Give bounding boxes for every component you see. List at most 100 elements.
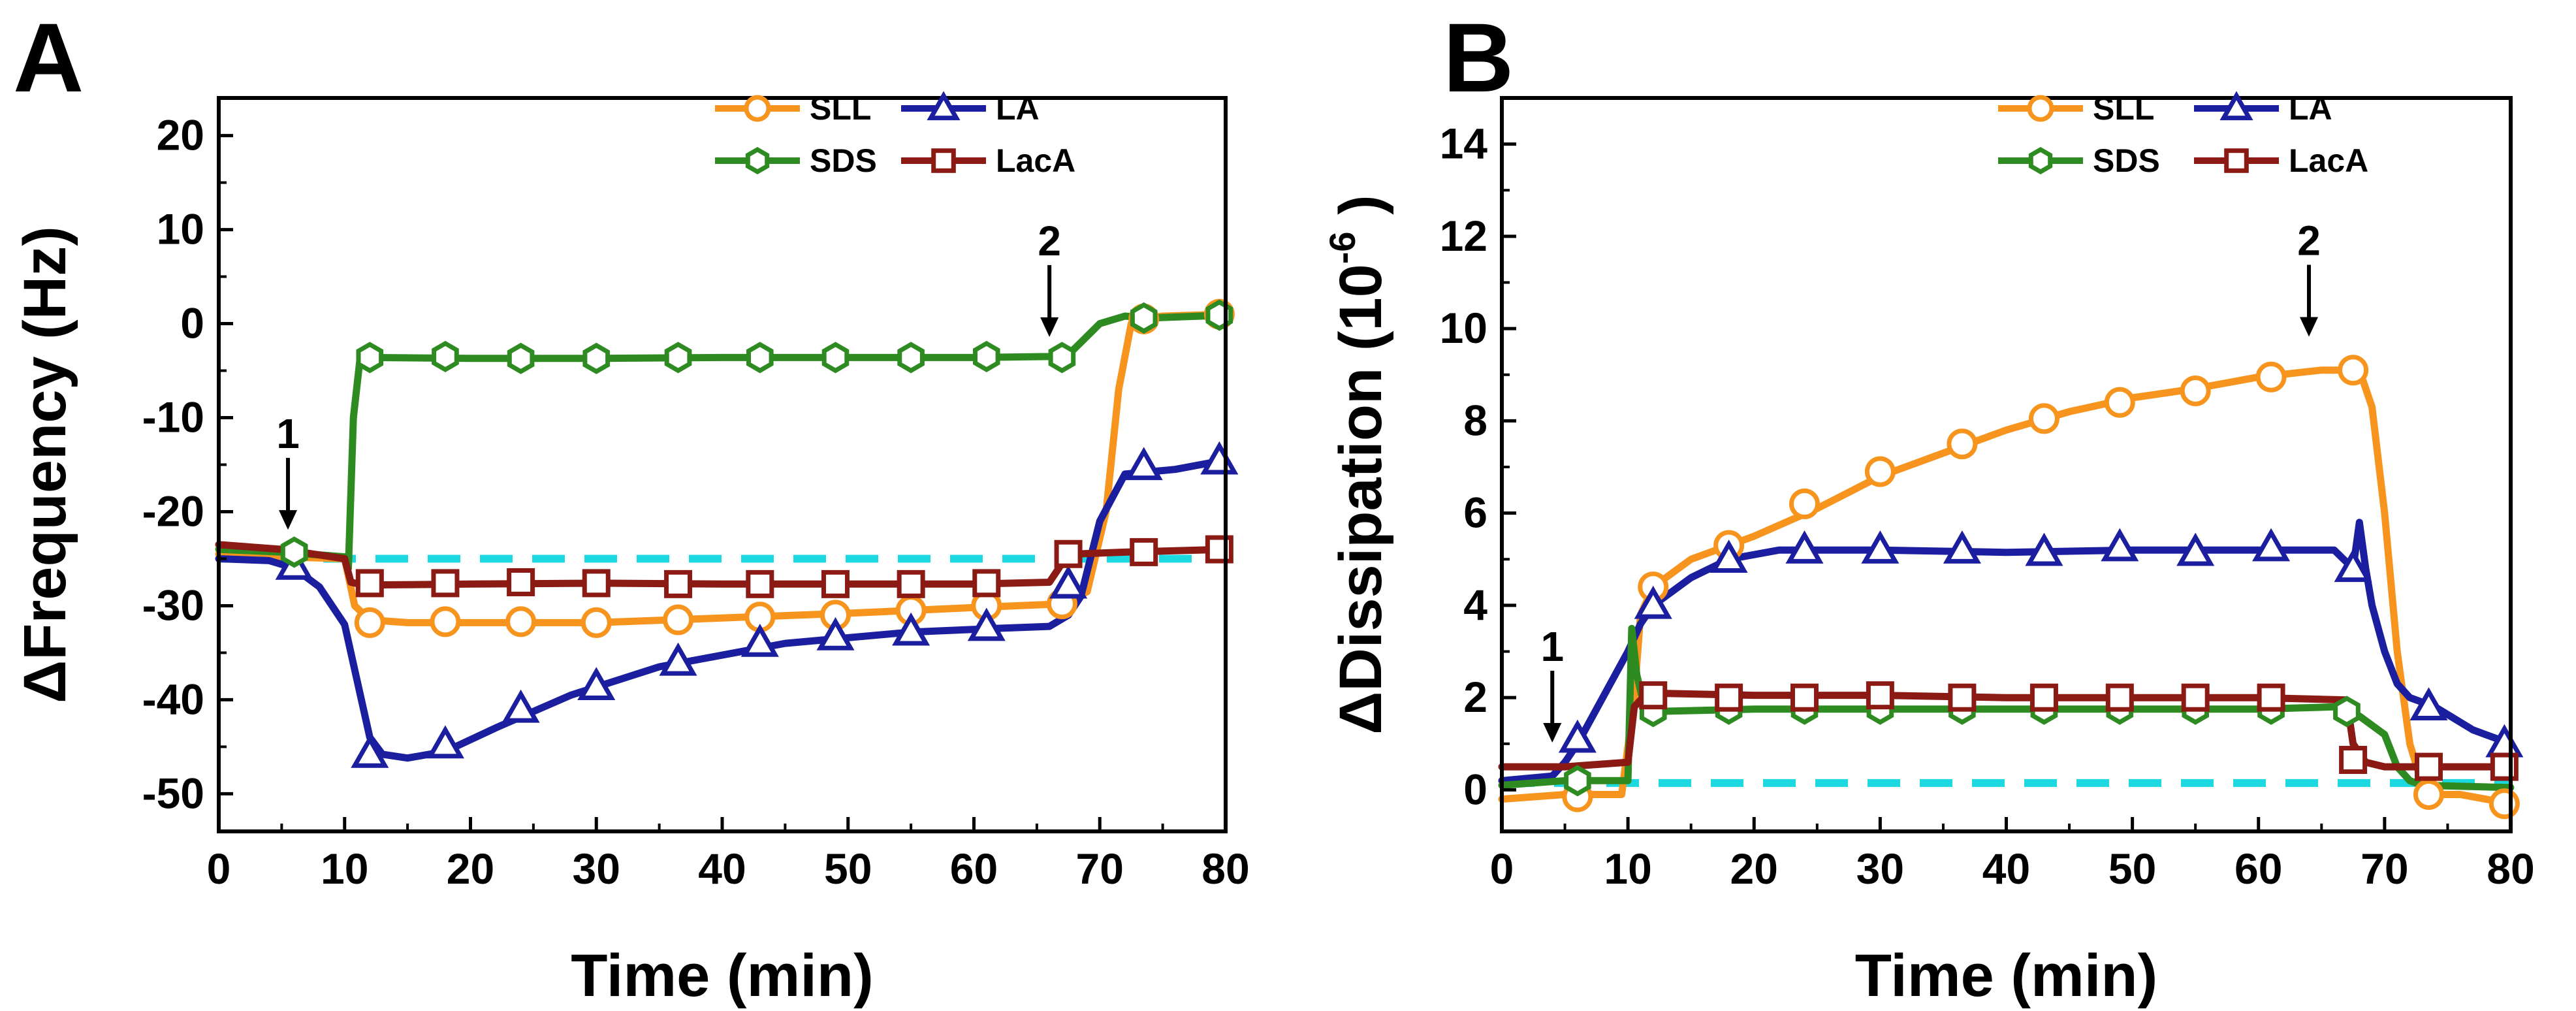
- marker-laca: [355, 569, 384, 598]
- y-tick-label: 6: [1463, 489, 1487, 537]
- marker-sds: [973, 340, 1000, 372]
- x-tick-label: 50: [824, 844, 872, 893]
- marker-la: [1943, 530, 1981, 564]
- marker-laca: [746, 570, 774, 598]
- x-tick-label: 50: [2108, 844, 2156, 893]
- marker-la: [577, 667, 616, 701]
- legend-label: SLL: [810, 90, 871, 127]
- y-tick-label: -50: [142, 769, 204, 817]
- marker-laca: [972, 569, 1001, 598]
- legend-marker-laca: [2224, 148, 2249, 173]
- marker-la: [1558, 719, 1597, 753]
- annotation-label: 1: [276, 410, 300, 457]
- y-axis-title-close: ): [1328, 195, 1394, 231]
- marker-la: [426, 725, 464, 759]
- legend-label: SDS: [810, 142, 877, 179]
- y-tick-label: 8: [1463, 396, 1487, 444]
- legend-label: SDS: [2093, 142, 2160, 179]
- marker-la: [1634, 585, 1672, 619]
- marker-laca: [821, 570, 850, 598]
- marker-laca: [1866, 681, 1894, 710]
- marker-la: [1124, 447, 1163, 481]
- x-tick-label: 80: [2487, 844, 2534, 893]
- y-tick-label: -10: [142, 393, 204, 441]
- series-line-la: [1498, 519, 2515, 784]
- marker-sds: [821, 342, 850, 374]
- marker-sds: [432, 340, 459, 372]
- y-tick-label: 10: [157, 205, 204, 253]
- marker-sll: [354, 607, 385, 638]
- marker-laca: [1790, 683, 1819, 712]
- marker-sll: [505, 606, 537, 637]
- marker-la: [1049, 565, 1088, 599]
- x-tick-label: 60: [950, 844, 998, 893]
- y-tick-label: -40: [142, 675, 204, 723]
- marker-sll: [2255, 361, 2287, 393]
- marker-laca: [1639, 681, 1668, 710]
- marker-sds: [746, 342, 774, 374]
- marker-sds: [280, 536, 308, 568]
- x-axis-title: Time (min): [571, 942, 873, 1009]
- marker-la: [1200, 441, 1239, 475]
- legend-label: SLL: [2093, 90, 2154, 127]
- marker-laca: [2181, 683, 2210, 712]
- marker-la: [351, 734, 389, 768]
- marker-sll: [663, 604, 694, 635]
- marker-la: [2334, 549, 2372, 583]
- legend-label: LacA: [2289, 142, 2368, 179]
- x-tick-label: 20: [447, 844, 494, 893]
- x-tick-label: 70: [1076, 844, 1124, 893]
- panel-letter: A: [13, 3, 84, 112]
- x-tick-label: 60: [2234, 844, 2282, 893]
- marker-laca: [2339, 746, 2368, 775]
- marker-sll: [2028, 403, 2059, 434]
- x-tick-label: 10: [321, 844, 368, 893]
- x-tick-label: 10: [1604, 844, 1651, 893]
- series-line-la: [215, 456, 1230, 762]
- y-tick-label: 0: [1463, 765, 1487, 813]
- annotation-arrowhead: [1543, 723, 1562, 743]
- legend-marker-laca: [931, 148, 956, 173]
- x-tick-label: 20: [1730, 844, 1778, 893]
- y-tick-label: 12: [1440, 212, 1487, 260]
- marker-la: [501, 689, 540, 723]
- marker-la: [2485, 724, 2524, 758]
- marker-la: [2409, 687, 2448, 721]
- legend-marker-sds: [745, 146, 770, 175]
- marker-sds: [2333, 696, 2361, 728]
- marker-sds: [1048, 342, 1076, 374]
- marker-la: [659, 642, 697, 676]
- annotation-label: 1: [1540, 623, 1564, 670]
- marker-sds: [664, 342, 692, 374]
- marker-sll: [1864, 456, 1896, 487]
- y-tick-label: 14: [1440, 120, 1488, 168]
- y-tick-label: 0: [180, 299, 204, 347]
- annotation-label: 2: [2297, 217, 2321, 265]
- marker-sll: [580, 607, 612, 638]
- marker-sds: [1564, 765, 1591, 797]
- y-tick-label: 4: [1463, 581, 1487, 629]
- marker-laca: [1054, 539, 1083, 568]
- y-axis-title: ΔFrequency (Hz): [12, 226, 78, 703]
- legend-label: LA: [2289, 90, 2332, 127]
- annotation-arrowhead: [2300, 317, 2318, 337]
- y-tick-label: 2: [1463, 673, 1487, 721]
- marker-sds: [507, 342, 535, 374]
- annotation-label: 2: [1038, 217, 1061, 265]
- marker-sll: [2338, 355, 2369, 386]
- y-tick-label: -30: [142, 581, 204, 629]
- panel-a-frequency-chart: A 0 10 20 30 40 50 60 70 80 -50 -40 -30 -20 -10 0 10 20 Ti…: [12, 3, 1250, 1009]
- marker-laca: [2105, 683, 2134, 712]
- legend-marker-sds: [2028, 146, 2053, 175]
- marker-la: [2252, 528, 2291, 562]
- x-tick-label: 40: [698, 844, 746, 893]
- y-tick-label: 20: [157, 111, 204, 159]
- y-axis-title-main: ΔDissipation (10: [1328, 264, 1394, 735]
- marker-la: [1709, 539, 1748, 573]
- marker-laca: [664, 570, 693, 598]
- marker-sll: [1947, 428, 1978, 460]
- marker-sds: [582, 342, 611, 374]
- x-tick-label: 30: [1856, 844, 1904, 893]
- x-tick-label: 0: [207, 844, 231, 893]
